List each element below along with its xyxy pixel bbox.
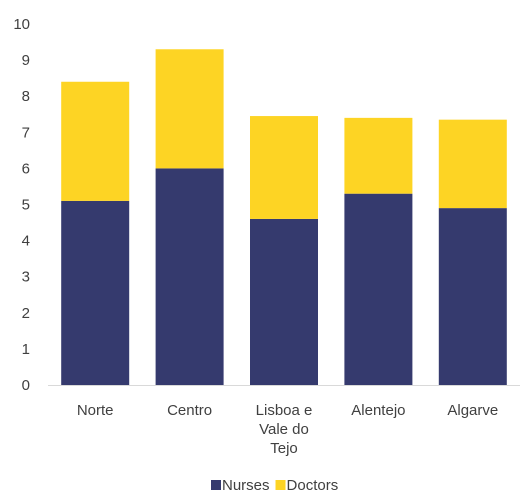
x-tick-label-line: Centro bbox=[167, 402, 212, 419]
bars bbox=[61, 49, 507, 385]
x-tick-label-line: Norte bbox=[77, 402, 114, 419]
x-tick-label-line: Vale do bbox=[259, 421, 309, 438]
bar-segment-nurses bbox=[438, 208, 507, 385]
y-tick-label: 3 bbox=[22, 269, 30, 286]
bar-segment-nurses bbox=[155, 168, 224, 385]
bar-segment-doctors bbox=[438, 119, 507, 209]
y-tick-label: 0 bbox=[22, 377, 30, 394]
x-tick-label-line: Algarve bbox=[447, 402, 498, 419]
bar-segment-doctors bbox=[155, 49, 224, 169]
x-tick-label: Alentejo bbox=[351, 402, 405, 419]
bar-segment-nurses bbox=[344, 193, 413, 385]
y-tick-label: 8 bbox=[22, 88, 30, 105]
bar-segment-doctors bbox=[61, 81, 130, 201]
bar-segment-doctors bbox=[250, 116, 318, 219]
legend-label-doctors: Doctors bbox=[287, 477, 339, 494]
x-tick-label: Centro bbox=[167, 402, 212, 419]
y-tick-label: 2 bbox=[22, 305, 30, 322]
bar-segment-nurses bbox=[250, 218, 318, 385]
bar-segment-doctors bbox=[344, 117, 413, 194]
legend: Nurses Doctors bbox=[211, 477, 338, 494]
y-tick-label: 6 bbox=[22, 160, 30, 177]
y-tick-label: 4 bbox=[22, 233, 30, 250]
legend-label-nurses: Nurses bbox=[222, 477, 270, 494]
x-axis: Norte Centro Lisboa e Vale do Tejo Alentejo Al… bbox=[77, 402, 498, 457]
x-tick-label-line: Tejo bbox=[270, 440, 298, 457]
y-tick-label: 7 bbox=[22, 124, 30, 141]
y-tick-label: 5 bbox=[22, 197, 30, 214]
x-tick-label: Lisboa e Vale do Tejo bbox=[256, 402, 313, 457]
y-tick-label: 9 bbox=[22, 52, 30, 69]
legend-swatch-nurses bbox=[211, 480, 221, 490]
y-tick-label: 1 bbox=[22, 341, 30, 358]
x-tick-label-line: Lisboa e bbox=[256, 402, 313, 419]
bar-segment-nurses bbox=[61, 200, 130, 385]
y-axis: 0 1 2 3 4 5 6 7 8 9 10 bbox=[13, 16, 30, 394]
x-tick-label: Norte bbox=[77, 402, 114, 419]
y-tick-label: 10 bbox=[13, 16, 30, 33]
x-tick-label-line: Alentejo bbox=[351, 402, 405, 419]
x-tick-label: Algarve bbox=[447, 402, 498, 419]
legend-swatch-doctors bbox=[275, 480, 286, 490]
